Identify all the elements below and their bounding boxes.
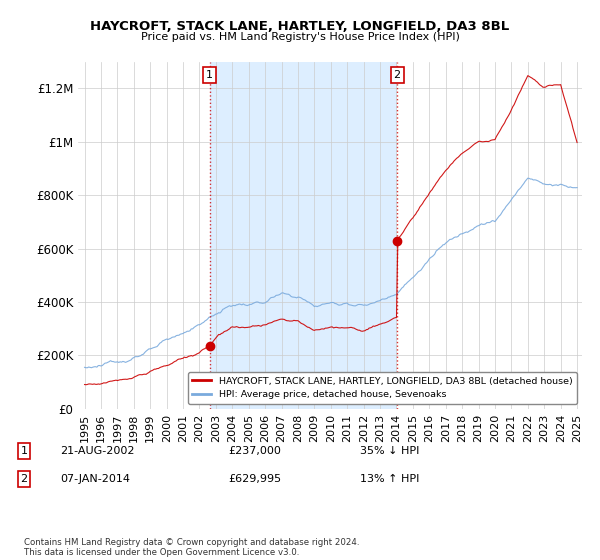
Text: Price paid vs. HM Land Registry's House Price Index (HPI): Price paid vs. HM Land Registry's House … — [140, 32, 460, 43]
Text: £629,995: £629,995 — [228, 474, 281, 484]
Text: 1: 1 — [20, 446, 28, 456]
Text: 2: 2 — [20, 474, 28, 484]
Text: 13% ↑ HPI: 13% ↑ HPI — [360, 474, 419, 484]
Text: 07-JAN-2014: 07-JAN-2014 — [60, 474, 130, 484]
Bar — [209, 62, 397, 409]
Text: Contains HM Land Registry data © Crown copyright and database right 2024.
This d: Contains HM Land Registry data © Crown c… — [24, 538, 359, 557]
Text: 1: 1 — [206, 70, 213, 80]
Text: 2: 2 — [394, 70, 401, 80]
Text: £237,000: £237,000 — [228, 446, 281, 456]
Text: 35% ↓ HPI: 35% ↓ HPI — [360, 446, 419, 456]
Legend: HAYCROFT, STACK LANE, HARTLEY, LONGFIELD, DA3 8BL (detached house), HPI: Average: HAYCROFT, STACK LANE, HARTLEY, LONGFIELD… — [188, 372, 577, 404]
Text: 21-AUG-2002: 21-AUG-2002 — [60, 446, 134, 456]
Text: HAYCROFT, STACK LANE, HARTLEY, LONGFIELD, DA3 8BL: HAYCROFT, STACK LANE, HARTLEY, LONGFIELD… — [91, 20, 509, 32]
